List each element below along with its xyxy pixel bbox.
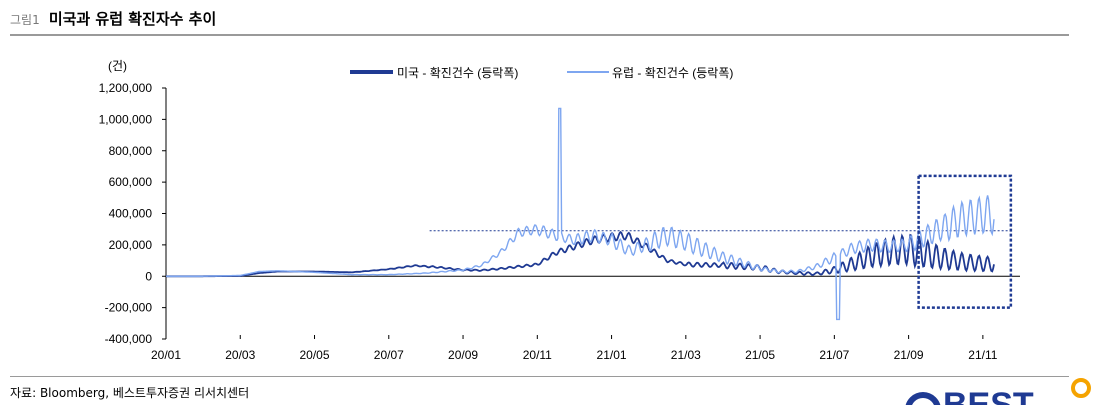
header-rule xyxy=(10,34,1069,36)
x-tick-label: 20/01 xyxy=(151,348,181,362)
figure-title: 미국과 유럽 확진자수 추이 xyxy=(48,10,217,28)
y-tick-label: 200,000 xyxy=(109,238,153,252)
chart: 1,200,000 1,000,000 800,000 600,000 400,000 2… xyxy=(99,59,1020,362)
series-line-eu xyxy=(166,107,995,321)
series-eu-group xyxy=(166,107,995,321)
y-tick-label: 800,000 xyxy=(109,144,153,158)
best-logo-mark: BEST xyxy=(905,378,1091,405)
x-tick-label: 21/09 xyxy=(894,348,924,362)
y-tick-label: 1,200,000 xyxy=(99,81,153,95)
x-tick-label: 20/03 xyxy=(225,348,255,362)
x-tick-label: 21/11 xyxy=(968,348,997,362)
chart-axes: 1,200,000 1,000,000 800,000 600,000 400,000 2… xyxy=(99,81,1020,362)
best-logo: BEST xyxy=(905,378,1091,405)
x-tick-label: 21/01 xyxy=(597,348,627,362)
figure-number: 그림1 xyxy=(10,13,40,27)
x-tick-label: 20/11 xyxy=(523,348,552,362)
highlight-box xyxy=(917,174,1013,309)
x-tick-label: 20/09 xyxy=(448,348,478,362)
y-axis-unit: (건) xyxy=(108,59,127,73)
legend-label-us: 미국 - 확진건수 (등락폭) xyxy=(397,66,518,80)
x-tick-label: 21/05 xyxy=(745,348,775,362)
x-tick-label: 20/05 xyxy=(300,348,330,362)
svg-text:BEST: BEST xyxy=(943,386,1034,405)
y-tick-label: -400,000 xyxy=(105,332,153,346)
legend-label-eu: 유럽 - 확진건수 (등락폭) xyxy=(612,66,733,80)
legend: 미국 - 확진건수 (등락폭) 유럽 - 확진건수 (등락폭) xyxy=(350,66,733,80)
y-tick-label: 400,000 xyxy=(109,207,153,221)
highlight-box-group xyxy=(917,174,1013,309)
y-tick-label: -200,000 xyxy=(105,301,153,315)
x-tick-label: 21/07 xyxy=(819,348,849,362)
x-tick-label: 20/07 xyxy=(374,348,404,362)
y-tick-label: 0 xyxy=(145,269,152,283)
y-tick-label: 600,000 xyxy=(109,175,153,189)
figure-header: 그림1 미국과 유럽 확진자수 추이 xyxy=(10,8,216,32)
y-tick-label: 1,000,000 xyxy=(99,112,153,126)
x-tick-label: 21/03 xyxy=(671,348,701,362)
footer-rule xyxy=(10,376,1069,377)
source-note: 자료: Bloomberg, 베스트투자증권 리서치센터 xyxy=(10,386,250,400)
